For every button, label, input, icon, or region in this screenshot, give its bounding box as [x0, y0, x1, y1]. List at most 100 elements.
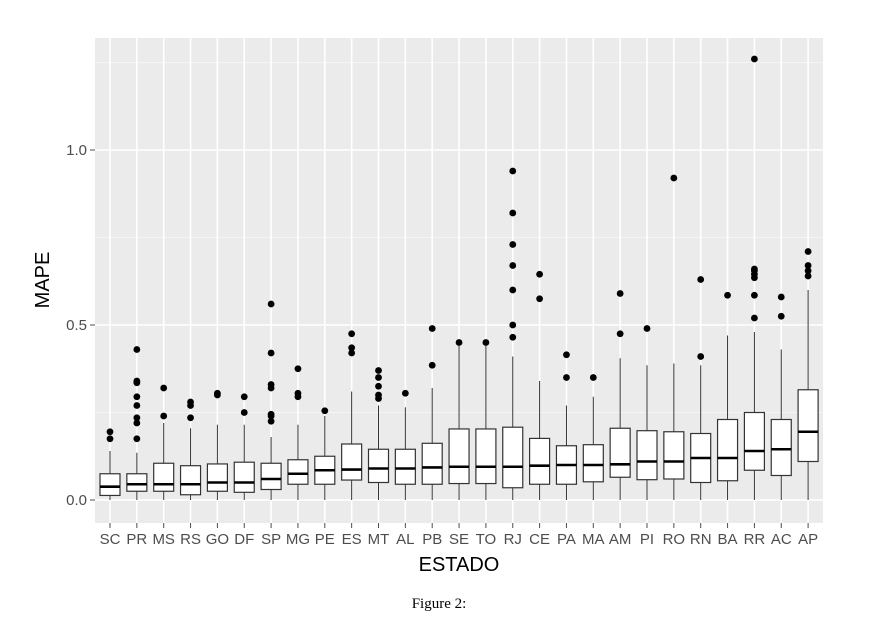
outlier-point — [348, 349, 356, 357]
outlier-point — [563, 351, 570, 359]
box-series — [99, 55, 819, 500]
outlier-point — [563, 374, 570, 381]
box-iqr — [528, 437, 551, 485]
box-ma — [582, 374, 604, 500]
box-iqr — [502, 426, 524, 489]
x-tick-label: ES — [342, 531, 362, 548]
outlier-point — [348, 344, 356, 352]
outlier-point — [214, 389, 221, 397]
x-tick-label: PE — [315, 531, 335, 548]
x-tick-label: DF — [234, 531, 254, 548]
outlier-point — [133, 377, 141, 385]
outlier-point — [160, 384, 168, 392]
box-iqr — [475, 428, 497, 485]
outlier-point — [321, 407, 329, 415]
outlier-point — [804, 267, 812, 275]
outlier-point — [106, 428, 114, 436]
box-pa — [555, 351, 578, 500]
box-iqr — [636, 430, 658, 481]
box-mg — [287, 365, 309, 500]
outlier-point — [428, 361, 436, 369]
box-iqr — [663, 431, 685, 480]
outlier-point — [697, 353, 705, 360]
outlier-point — [509, 262, 517, 269]
box-iqr — [448, 428, 470, 485]
outlier-point — [616, 330, 624, 338]
box-iqr — [126, 473, 148, 492]
box-ac — [770, 293, 792, 500]
outlier-point — [267, 349, 275, 357]
figure-caption: Figure 2: — [411, 596, 467, 612]
box-ro — [663, 174, 685, 500]
outlier-point — [804, 272, 812, 280]
box-df — [233, 393, 255, 500]
box-rn — [690, 276, 712, 500]
box-iqr — [716, 418, 739, 482]
outlier-point — [751, 55, 758, 63]
box-iqr — [260, 462, 282, 491]
outlier-point — [751, 265, 758, 273]
outlier-point — [724, 291, 731, 299]
x-tick-label: SP — [261, 531, 281, 548]
box-am — [609, 290, 631, 500]
outlier-point — [133, 414, 141, 422]
outlier-point — [267, 417, 275, 425]
outlier-point — [589, 374, 597, 381]
x-tick-label: TO — [476, 531, 497, 548]
box-iqr — [797, 389, 819, 463]
box-rj — [502, 167, 524, 500]
box-iqr — [179, 465, 202, 496]
outlier-point — [428, 325, 436, 332]
outlier-point — [482, 339, 490, 346]
x-tick-label: PA — [557, 531, 576, 548]
x-tick-label: PR — [126, 531, 147, 548]
x-tick-label: AP — [798, 531, 818, 548]
outlier-point — [375, 382, 382, 390]
box-iqr — [287, 459, 309, 485]
box-iqr — [421, 442, 443, 485]
box-pb — [421, 325, 443, 500]
outlier-point — [187, 414, 194, 422]
x-tick-label: SC — [100, 531, 121, 548]
box-pi — [636, 325, 658, 500]
outlier-point — [240, 393, 248, 401]
x-axis-title: ESTADO — [419, 554, 500, 576]
x-axis-ticks: SC PR MS RS GO DF SP MG PE ES MT AL PB SE TO RJ CE PA MA AM… — [100, 523, 818, 548]
outlier-point — [133, 346, 141, 353]
x-tick-label: MA — [582, 531, 605, 548]
box-es — [341, 330, 363, 500]
outlier-point — [267, 410, 275, 418]
box-ba — [716, 291, 739, 500]
outlier-point — [106, 435, 114, 443]
box-iqr — [367, 448, 390, 484]
x-tick-label: AC — [771, 531, 792, 548]
outlier-point — [804, 262, 812, 269]
outlier-point — [777, 312, 785, 320]
box-iqr — [394, 448, 416, 485]
y-tick-label: 0.0 — [66, 492, 87, 509]
outlier-point — [804, 248, 812, 255]
x-tick-label: RJ — [504, 531, 522, 548]
box-iqr — [609, 427, 631, 478]
outlier-point — [509, 333, 517, 341]
outlier-point — [509, 286, 517, 294]
outlier-point — [187, 398, 194, 406]
box-pe — [314, 407, 336, 500]
y-axis-ticks: 0.0 0.5 1.0 — [66, 142, 95, 509]
x-tick-label: SE — [449, 531, 469, 548]
outlier-point — [348, 330, 356, 338]
box-rs — [179, 398, 202, 500]
outlier-point — [643, 325, 651, 332]
box-pr — [126, 346, 148, 500]
box-iqr — [153, 462, 175, 492]
outlier-point — [133, 435, 141, 443]
outlier-point — [777, 293, 785, 301]
box-to — [475, 339, 497, 500]
box-sp — [260, 300, 282, 500]
x-tick-label: AM — [609, 531, 632, 548]
x-tick-label: MT — [368, 531, 390, 548]
x-tick-label: PB — [422, 531, 442, 548]
outlier-point — [509, 241, 517, 248]
outlier-point — [536, 270, 543, 278]
outlier-point — [536, 295, 543, 303]
